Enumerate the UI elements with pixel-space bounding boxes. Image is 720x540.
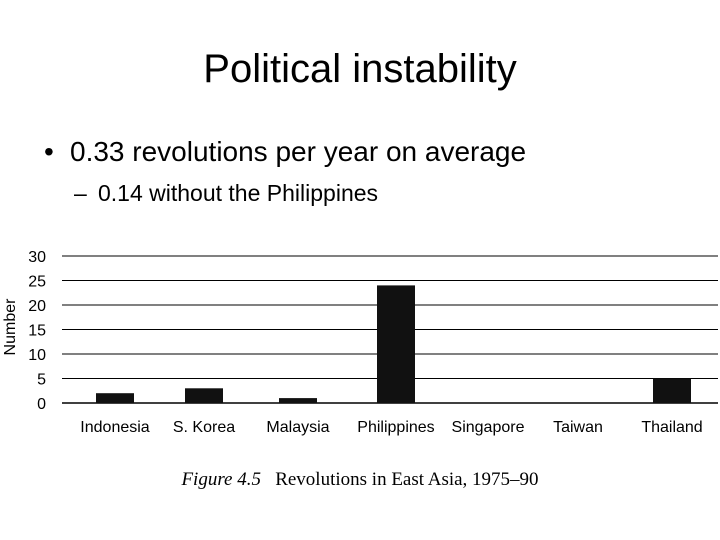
- bullet-dash: –: [74, 180, 87, 206]
- x-tick-label: Singapore: [452, 419, 525, 436]
- x-axis-ticks: Indonesia S. Korea Malaysia Philippines Sing…: [80, 419, 702, 436]
- y-axis-label: Number: [2, 298, 19, 356]
- y-tick-label: 20: [28, 298, 46, 315]
- bullet-dot: •: [44, 136, 54, 167]
- bullet-main-text: 0.33 revolutions per year on average: [70, 136, 527, 167]
- x-tick-label: Philippines: [357, 419, 434, 436]
- y-tick-label: 30: [28, 249, 46, 266]
- figure-caption-label: Figure 4.5: [181, 469, 261, 490]
- bar-s-korea: [185, 388, 223, 403]
- x-tick-label: Indonesia: [80, 419, 149, 436]
- y-tick-label: 5: [37, 372, 46, 389]
- y-tick-label: 0: [37, 396, 46, 413]
- revolutions-bar-chart: 0 5 10 15 20 25 30 Indonesia S. Korea Malaysia Ph…: [2, 249, 718, 436]
- x-tick-label: Thailand: [641, 419, 702, 436]
- figure-caption-text: Revolutions in East Asia, 1975–90: [275, 469, 539, 490]
- bullet-sub-text: 0.14 without the Philippines: [98, 180, 379, 206]
- bullet-sub: –0.14 without the Philippines: [74, 178, 378, 208]
- bar-philippines: [377, 285, 415, 403]
- bar-malaysia: [279, 398, 317, 403]
- bar-thailand: [653, 378, 691, 403]
- y-tick-label: 15: [28, 323, 46, 340]
- y-axis-ticks: 0 5 10 15 20 25 30: [28, 249, 46, 413]
- y-tick-label: 25: [28, 274, 46, 291]
- bars: [96, 285, 691, 403]
- y-tick-label: 10: [28, 347, 46, 364]
- x-tick-label: Taiwan: [553, 419, 603, 436]
- x-tick-label: S. Korea: [173, 419, 235, 436]
- figure-caption: Figure 4.5 Revolutions in East Asia, 197…: [0, 468, 720, 492]
- bullet-main: • 0.33 revolutions per year on average: [44, 134, 526, 170]
- x-tick-label: Malaysia: [266, 419, 329, 436]
- slide-title: Political instability: [203, 47, 517, 91]
- bar-indonesia: [96, 393, 134, 403]
